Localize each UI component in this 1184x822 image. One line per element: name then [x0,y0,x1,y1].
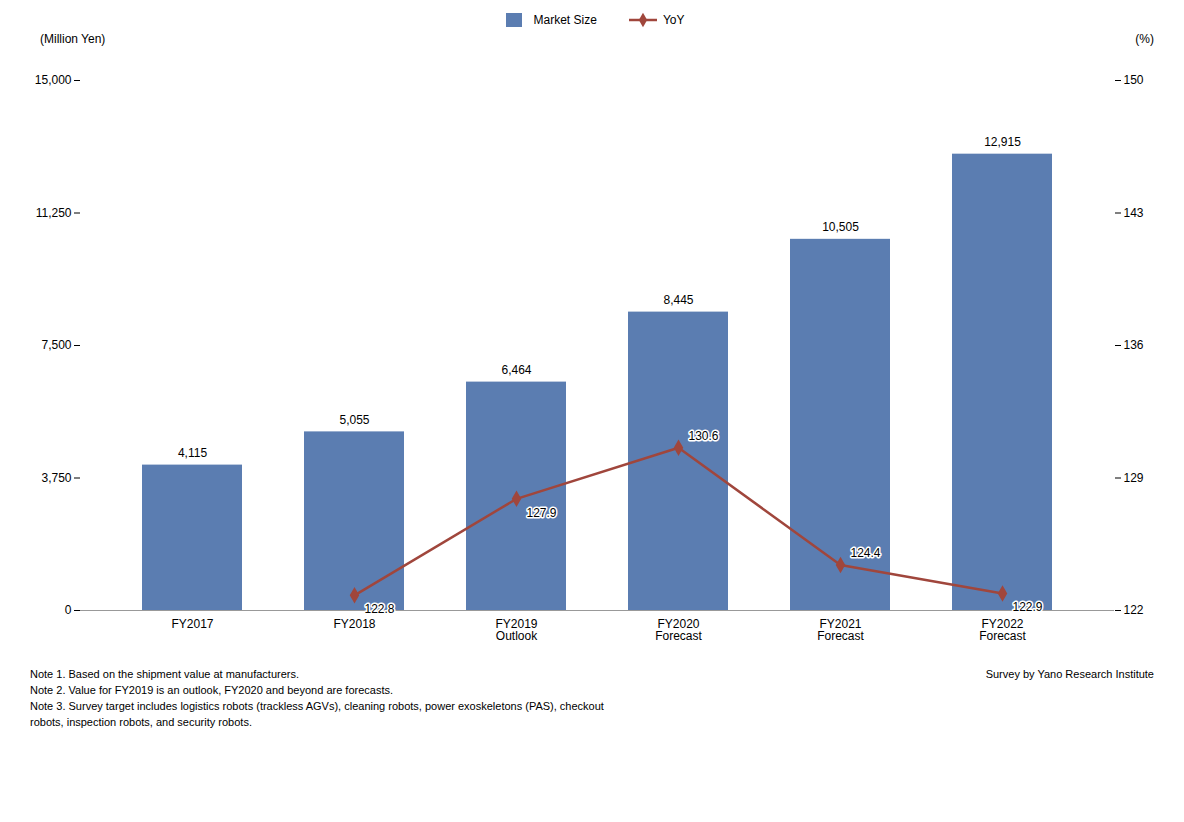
svg-text:143: 143 [1124,206,1144,220]
svg-text:4,115: 4,115 [178,446,207,460]
svg-text:129: 129 [1124,471,1144,485]
svg-text:FY2019Outlook: FY2019Outlook [495,617,538,643]
svg-text:124.4: 124.4 [851,546,881,560]
svg-text:8,445: 8,445 [663,293,693,307]
html-text:Note 2. Value for FY2019 is an: Note 2. Value for FY2019 is an outlook, … [30,684,393,696]
svg-text:3,750: 3,750 [41,471,71,485]
svg-text:136: 136 [1124,338,1144,352]
svg-text:FY2021Forecast: FY2021Forecast [817,617,864,643]
svg-text:122: 122 [1124,603,1144,617]
svg-text:0: 0 [65,603,72,617]
html-text:YoY: YoY [662,13,685,27]
svg-text:12,915: 12,915 [984,135,1021,149]
svg-text:11,250: 11,250 [36,206,72,220]
html-text:Note 1. Based on the shipment: Note 1. Based on the shipment value at m… [30,668,299,680]
html-text:Note 3. Survey target includes: Note 3. Survey target includes logistics… [30,700,604,728]
svg-text:10,505: 10,505 [822,220,859,234]
svg-text:130.6: 130.6 [689,429,719,443]
svg-text:FY2017: FY2017 [171,617,213,631]
svg-text:6,464: 6,464 [501,363,531,377]
svg-text:FY2020Forecast: FY2020Forecast [655,617,702,643]
svg-text:127.9: 127.9 [527,506,557,520]
html-text:Market Size: Market Size [533,13,597,27]
svg-text:FY2022Forecast: FY2022Forecast [979,617,1026,643]
svg-text:7,500: 7,500 [41,338,71,352]
html-text:Survey by Yano Research Instit: Survey by Yano Research Institute [985,668,1154,680]
svg-text:15,000: 15,000 [35,73,72,87]
html-text:(Million Yen): (Million Yen) [40,32,106,46]
svg-text:FY2018: FY2018 [333,617,375,631]
svg-text:122.8: 122.8 [365,602,395,616]
svg-text:150: 150 [1124,73,1144,87]
svg-text:5,055: 5,055 [339,413,369,427]
svg-text:122.9: 122.9 [1013,600,1043,614]
